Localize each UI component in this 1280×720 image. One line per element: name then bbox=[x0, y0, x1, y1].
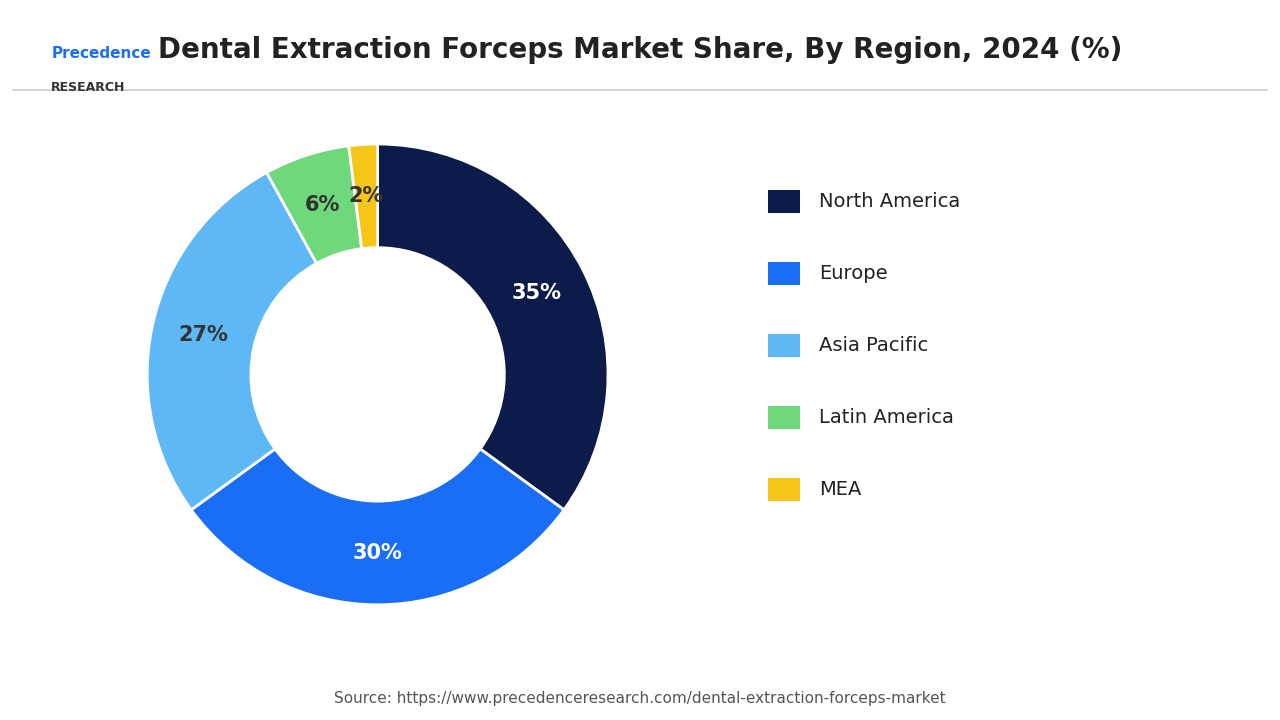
Wedge shape bbox=[266, 146, 362, 264]
Text: 30%: 30% bbox=[353, 543, 402, 563]
Text: Precedence: Precedence bbox=[51, 47, 151, 61]
Wedge shape bbox=[348, 144, 378, 248]
Text: Europe: Europe bbox=[819, 264, 888, 283]
Text: MEA: MEA bbox=[819, 480, 861, 499]
Wedge shape bbox=[147, 173, 316, 510]
Text: Source: https://www.precedenceresearch.com/dental-extraction-forceps-market: Source: https://www.precedenceresearch.c… bbox=[334, 691, 946, 706]
Text: RESEARCH: RESEARCH bbox=[51, 81, 125, 94]
Text: 27%: 27% bbox=[178, 325, 228, 346]
Wedge shape bbox=[191, 449, 564, 605]
Text: Asia Pacific: Asia Pacific bbox=[819, 336, 928, 355]
Text: 6%: 6% bbox=[305, 194, 340, 215]
Text: 2%: 2% bbox=[348, 186, 384, 206]
Text: 35%: 35% bbox=[512, 284, 562, 303]
Text: Latin America: Latin America bbox=[819, 408, 954, 427]
Text: North America: North America bbox=[819, 192, 960, 211]
Text: Dental Extraction Forceps Market Share, By Region, 2024 (%): Dental Extraction Forceps Market Share, … bbox=[157, 37, 1123, 64]
Wedge shape bbox=[378, 144, 608, 510]
